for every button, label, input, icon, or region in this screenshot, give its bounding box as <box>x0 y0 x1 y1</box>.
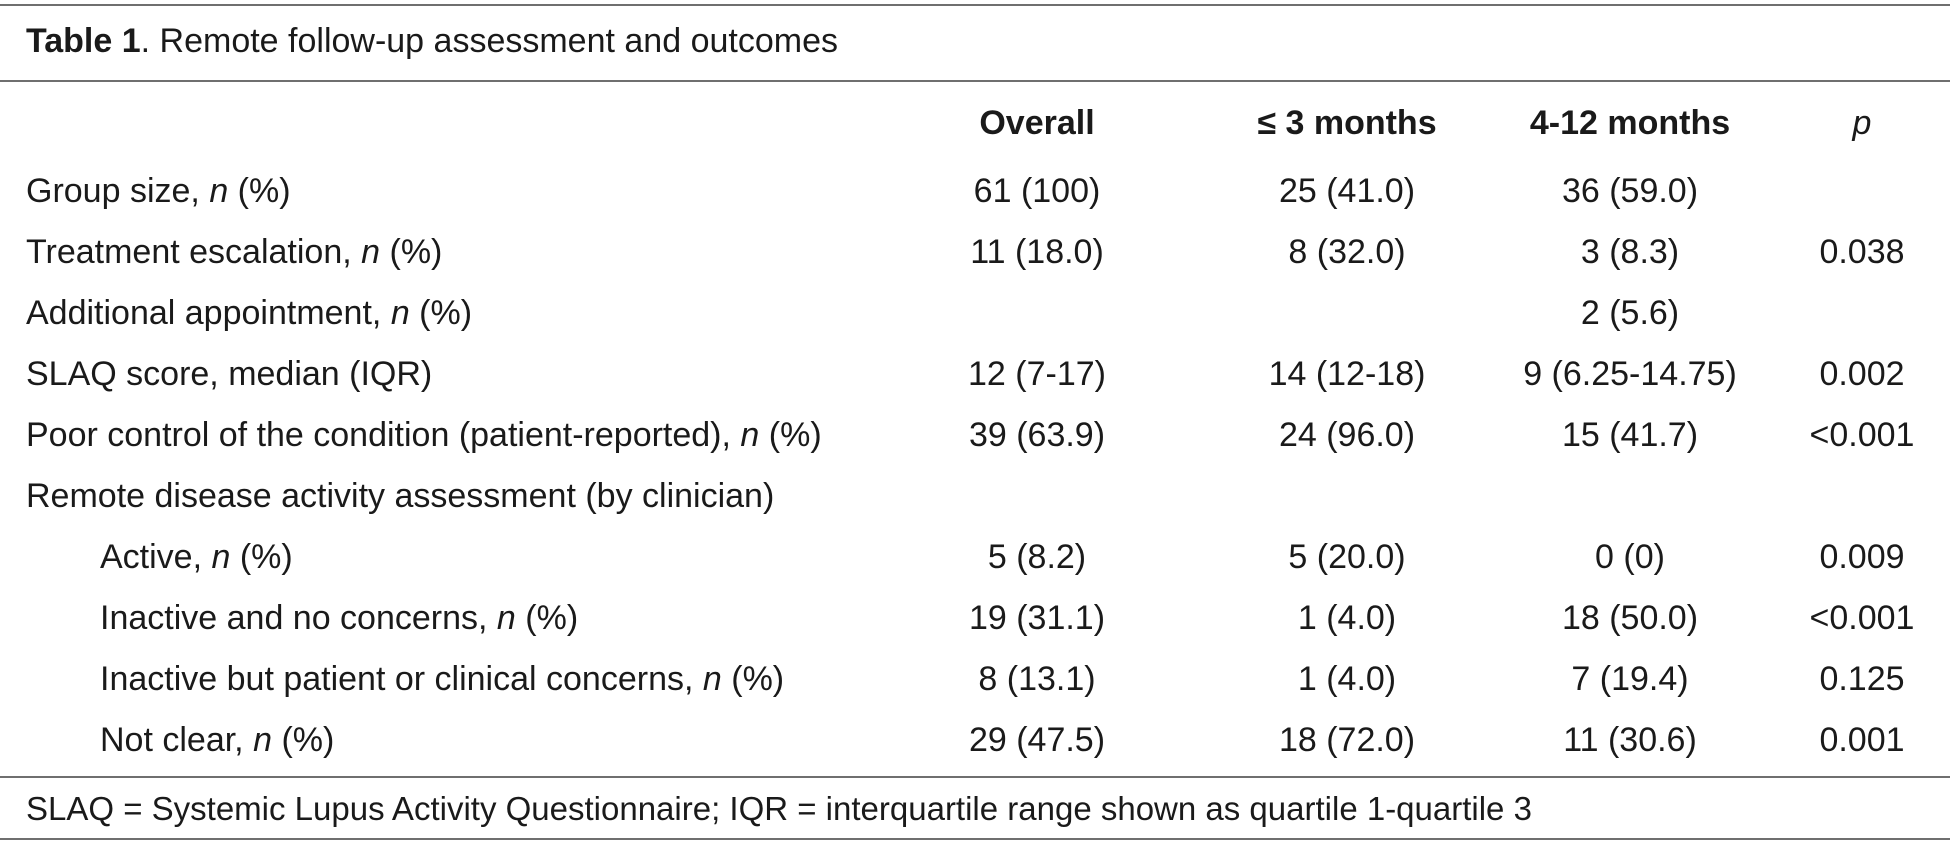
row-label-italic: n <box>209 172 229 210</box>
row-label: Group size, n (%) <box>26 168 291 214</box>
table-number: Table 1 <box>26 22 141 60</box>
row-label: Inactive but patient or clinical concern… <box>100 656 784 702</box>
cell-m4-12: 11 (30.6) <box>1563 721 1697 759</box>
table-row-inactive-no-concerns: Inactive and no concerns, n (%) 19 (31.1)… <box>0 588 1950 649</box>
row-label-text: Group size, <box>26 172 210 210</box>
cell-overall: 8 (13.1) <box>978 660 1096 698</box>
table-row-poor-control: Poor control of the condition (patient-r… <box>0 405 1950 466</box>
table-row-active: Active, n (%) 5 (8.2) 5 (20.0) 0 (0) 0.009 <box>0 527 1950 588</box>
row-label-text: Treatment escalation, <box>26 233 362 271</box>
column-header-4-12-months: 4-12 months <box>1529 104 1731 142</box>
column-header-le3-months: ≤ 3 months <box>1257 104 1437 142</box>
cell-le3: 8 (32.0) <box>1288 233 1406 271</box>
cell-p: 0.125 <box>1819 660 1905 698</box>
cell-le3: 14 (12-18) <box>1268 355 1426 393</box>
cell-overall: 19 (31.1) <box>968 599 1106 637</box>
row-label: SLAQ score, median (IQR) <box>26 351 432 397</box>
cell-overall: 11 (18.0) <box>970 233 1104 271</box>
cell-p: <0.001 <box>1809 416 1915 454</box>
row-label-text: Inactive but patient or clinical concern… <box>100 660 703 698</box>
cell-m4-12: 2 (5.6) <box>1580 294 1680 332</box>
cell-p: 0.009 <box>1819 538 1905 576</box>
row-label: Additional appointment, n (%) <box>26 290 472 336</box>
table-row-slaq-score: SLAQ score, median (IQR) 12 (7-17) 14 (12-… <box>0 344 1950 405</box>
row-label: Treatment escalation, n (%) <box>26 229 442 275</box>
row-label-italic: n <box>390 294 410 332</box>
cell-le3: 5 (20.0) <box>1288 538 1406 576</box>
row-label-text: SLAQ score, median (IQR) <box>26 355 433 393</box>
table-title: Table 1. Remote follow-up assessment and… <box>26 18 838 64</box>
cell-m4-12: 15 (41.7) <box>1561 416 1699 454</box>
row-label-text: Inactive and no concerns, <box>100 599 497 637</box>
cell-m4-12: 18 (50.0) <box>1561 599 1699 637</box>
row-label-suffix: (%) <box>228 172 291 210</box>
row-label-italic: n <box>361 233 381 271</box>
table-row-additional-appointment: Additional appointment, n (%) 2 (5.6) <box>0 283 1950 344</box>
row-label-italic: n <box>740 416 760 454</box>
cell-le3: 25 (41.0) <box>1278 172 1416 210</box>
table-row-not-clear: Not clear, n (%) 29 (47.5) 18 (72.0) 11 (30… <box>0 710 1950 771</box>
cell-overall: 39 (63.9) <box>968 416 1106 454</box>
footer-rule <box>0 838 1950 840</box>
cell-m4-12: 3 (8.3) <box>1580 233 1680 271</box>
cell-le3: 1 (4.0) <box>1297 599 1397 637</box>
row-label: Remote disease activity assessment (by c… <box>26 473 774 519</box>
column-header-overall: Overall <box>979 104 1095 142</box>
cell-m4-12: 9 (6.25-14.75) <box>1523 355 1737 393</box>
cell-overall: 29 (47.5) <box>968 721 1106 759</box>
row-label-text: Not clear, <box>100 721 254 759</box>
row-label-suffix: (%) <box>721 660 785 698</box>
cell-p: 0.038 <box>1819 233 1905 271</box>
cell-overall: 61 (100) <box>973 172 1101 210</box>
table-row-remote-assessment-header: Remote disease activity assessment (by c… <box>0 466 1950 527</box>
table-row-inactive-with-concerns: Inactive but patient or clinical concern… <box>0 649 1950 710</box>
cell-m4-12: 7 (19.4) <box>1571 660 1689 698</box>
row-label-suffix: (%) <box>230 538 293 576</box>
row-label-suffix: (%) <box>759 416 822 454</box>
cell-p: 0.002 <box>1819 355 1905 393</box>
row-label-text: Remote disease activity assessment (by c… <box>26 477 775 515</box>
cell-p: <0.001 <box>1809 599 1915 637</box>
row-label-suffix: (%) <box>380 233 443 271</box>
cell-le3: 1 (4.0) <box>1297 660 1397 698</box>
row-label: Active, n (%) <box>100 534 293 580</box>
cell-overall: 12 (7-17) <box>968 355 1106 393</box>
cell-m4-12: 0 (0) <box>1595 538 1665 576</box>
row-label-italic: n <box>496 599 516 637</box>
top-rule <box>0 4 1950 6</box>
row-label-suffix: (%) <box>272 721 335 759</box>
cell-p: 0.001 <box>1819 721 1905 759</box>
row-label-text: Poor control of the condition (patient-r… <box>26 416 741 454</box>
row-label-italic: n <box>702 660 722 698</box>
column-header-p-value: p <box>1852 104 1872 142</box>
cell-le3: 24 (96.0) <box>1278 416 1416 454</box>
bottom-rule <box>0 776 1950 778</box>
table-footnote: SLAQ = Systemic Lupus Activity Questionn… <box>26 790 1532 827</box>
cell-overall: 5 (8.2) <box>987 538 1087 576</box>
row-label: Inactive and no concerns, n (%) <box>100 595 578 641</box>
row-label-suffix: (%) <box>409 294 473 332</box>
row-label-italic: n <box>253 721 272 759</box>
row-label-italic: n <box>211 538 231 576</box>
cell-m4-12: 36 (59.0) <box>1561 172 1699 210</box>
row-label-text: Active, <box>100 538 212 576</box>
table-caption: . Remote follow-up assessment and outcom… <box>140 22 838 60</box>
title-rule <box>0 80 1950 82</box>
row-label: Poor control of the condition (patient-r… <box>26 412 822 458</box>
row-label: Not clear, n (%) <box>100 717 334 763</box>
row-label-suffix: (%) <box>515 599 579 637</box>
row-label-text: Additional appointment, <box>26 294 391 332</box>
cell-le3: 18 (72.0) <box>1278 721 1416 759</box>
table-row-treatment-escalation: Treatment escalation, n (%) 11 (18.0) 8 (3… <box>0 222 1950 283</box>
table-row-group-size: Group size, n (%) 61 (100) 25 (41.0) 36 (59… <box>0 161 1950 222</box>
